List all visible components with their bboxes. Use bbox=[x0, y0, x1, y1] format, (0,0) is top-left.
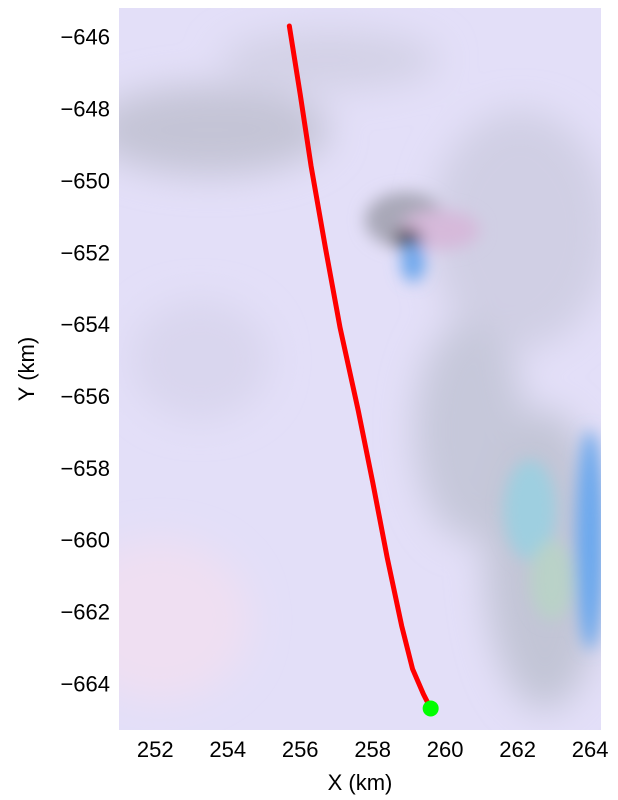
y-tick-label: −646 bbox=[60, 25, 110, 50]
y-tick-label: −662 bbox=[60, 599, 110, 624]
chart-marks bbox=[286, 23, 439, 717]
y-tick-label: −654 bbox=[60, 312, 110, 337]
x-tick-label: 254 bbox=[209, 737, 246, 762]
x-axis: 252 254 256 258 260 262 264 bbox=[137, 737, 609, 762]
y-tick-label: −660 bbox=[60, 528, 110, 553]
x-tick-label: 260 bbox=[427, 737, 464, 762]
end-point-marker bbox=[422, 700, 439, 717]
x-tick-label: 252 bbox=[137, 737, 174, 762]
track-line bbox=[286, 23, 434, 711]
y-tick-label: −652 bbox=[60, 240, 110, 265]
x-tick-label: 256 bbox=[282, 737, 319, 762]
y-axis: −646 −648 −650 −652 −654 −656 −658 −660 −662 −664 bbox=[60, 25, 110, 697]
y-tick-label: −648 bbox=[60, 97, 110, 122]
x-axis-label: X (km) bbox=[328, 770, 393, 795]
y-tick-label: −650 bbox=[60, 168, 110, 193]
y-tick-label: −656 bbox=[60, 384, 110, 409]
x-tick-label: 264 bbox=[572, 737, 609, 762]
background-imagery bbox=[119, 8, 601, 730]
y-axis-label: Y (km) bbox=[14, 337, 39, 401]
plot-area bbox=[119, 8, 601, 730]
x-tick-label: 258 bbox=[354, 737, 391, 762]
y-tick-label: −664 bbox=[60, 671, 110, 696]
y-tick-label: −658 bbox=[60, 456, 110, 481]
x-tick-label: 262 bbox=[499, 737, 536, 762]
